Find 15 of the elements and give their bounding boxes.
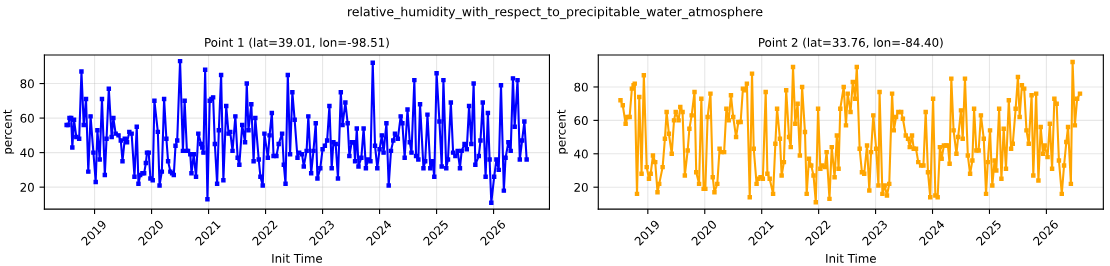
y-tick-label: 80 bbox=[20, 79, 34, 89]
y-tick-label: 40 bbox=[20, 148, 34, 158]
x-axis-title: Init Time bbox=[272, 253, 323, 263]
chart-title: Point 2 (lat=33.76, lon=-84.40) bbox=[759, 37, 943, 49]
y-tick-label: 20 bbox=[20, 182, 34, 192]
y-axis-title: percent bbox=[3, 109, 15, 154]
y-tick-label: 60 bbox=[574, 116, 588, 126]
y-axis-title: percent bbox=[557, 109, 568, 154]
x-axis-title: Init Time bbox=[826, 253, 876, 263]
y-tick-label: 80 bbox=[574, 82, 588, 92]
y-tick-label: 60 bbox=[20, 113, 34, 123]
text: relative_humidity_with_respect_to_precipitable_water_atmosphere bbox=[348, 6, 763, 20]
y-tick-label: 40 bbox=[574, 149, 588, 159]
y-tick-label: 20 bbox=[574, 182, 588, 192]
chart-title: Point 1 (lat=39.01, lon=-98.51) bbox=[205, 37, 389, 49]
